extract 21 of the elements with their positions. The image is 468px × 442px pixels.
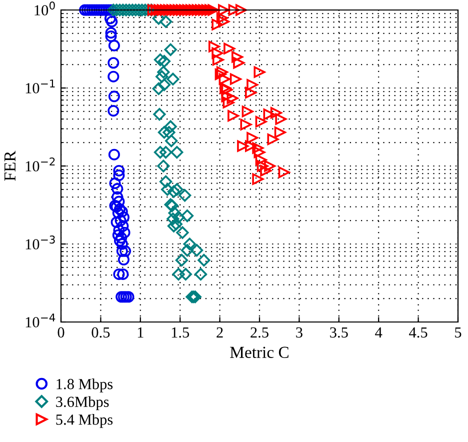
x-tick-label: 2 bbox=[216, 327, 223, 338]
y-axis-title: FER bbox=[4, 150, 16, 181]
x-axis-title: Metric C bbox=[230, 346, 288, 358]
x-tick-label: 4.5 bbox=[409, 327, 428, 338]
x-tick-label: 0.5 bbox=[92, 327, 110, 338]
y-tick-label: 10$^{0}$ bbox=[34, 2, 55, 16]
x-tick-label: 1.5 bbox=[172, 327, 190, 338]
x-tick-label: 1 bbox=[138, 327, 144, 338]
y-tick-label: 10$^{−3}$ bbox=[26, 236, 55, 250]
legend-label: 1.8 Mbps bbox=[56, 378, 113, 392]
x-tick-label: 3 bbox=[296, 327, 302, 338]
x-tick-label: 2.5 bbox=[250, 327, 268, 338]
x-tick-label: 3.5 bbox=[330, 327, 348, 338]
legend-label: 3.6Mbps bbox=[56, 396, 109, 410]
x-tick-label: 0 bbox=[58, 327, 64, 338]
y-tick-label: 10$^{−1}$ bbox=[26, 80, 55, 94]
x-tick-label: 5 bbox=[455, 327, 462, 338]
legend-label: 5.4 Mbps bbox=[56, 414, 113, 428]
y-tick-label: 10$^{−2}$ bbox=[26, 158, 55, 172]
y-tick-label: 10$^{−4}$ bbox=[26, 314, 56, 328]
x-tick-label: 4 bbox=[375, 327, 382, 338]
